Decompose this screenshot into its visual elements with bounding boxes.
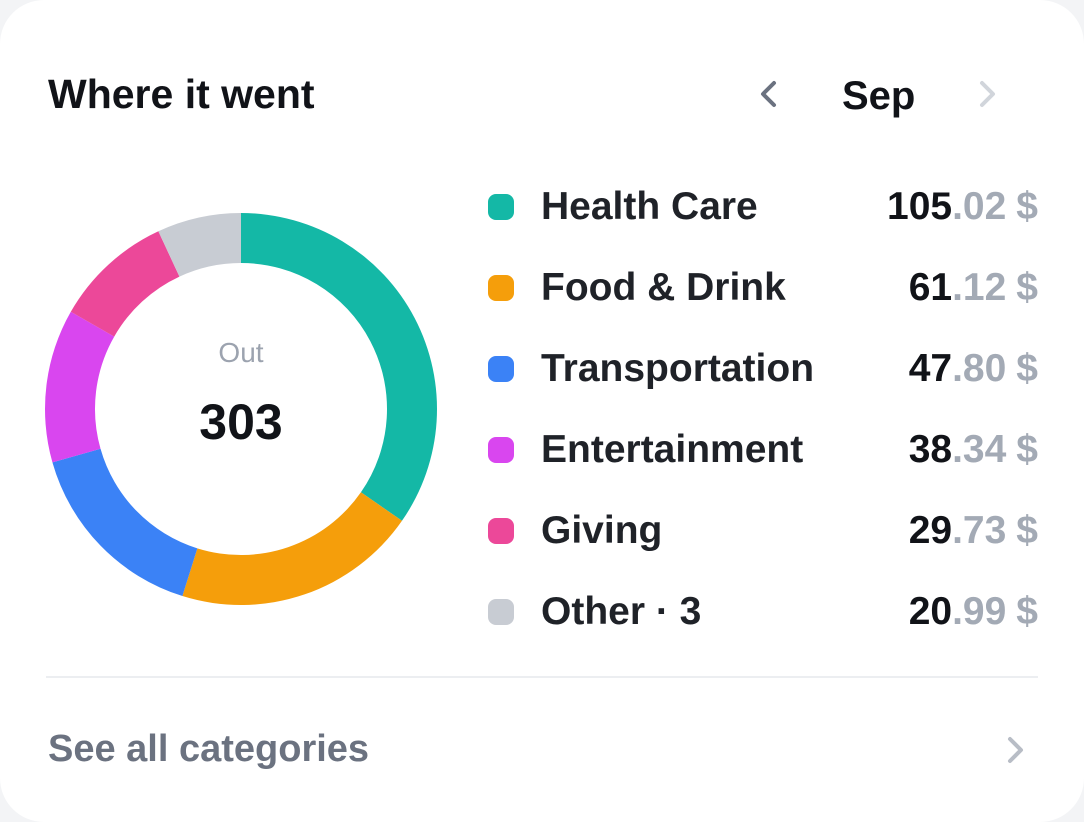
legend-swatch: [488, 437, 514, 463]
category-amount: 29.73 $: [909, 508, 1038, 554]
category-amount: 61.12 $: [909, 265, 1038, 311]
legend-row-food-drink[interactable]: Food & Drink 61.12 $: [486, 247, 1038, 328]
amount-decimal: .12: [952, 266, 1007, 309]
legend-swatch: [488, 275, 514, 301]
amount-integer: 20: [908, 590, 953, 633]
amount-currency: $: [1016, 428, 1038, 471]
chevron-right-icon: [980, 81, 995, 107]
legend-row-giving[interactable]: Giving 29.73 $: [486, 490, 1038, 571]
amount-integer: 38: [908, 428, 953, 471]
amount-integer: 47: [908, 347, 953, 390]
donut-slice-food-drink: [182, 492, 402, 605]
legend-row-health-care[interactable]: Health Care 105.02 $: [486, 166, 1038, 247]
see-all-categories-link[interactable]: See all categories: [46, 690, 1038, 808]
donut-chart: [42, 210, 440, 608]
donut-slice-entertainment: [45, 311, 115, 463]
amount-decimal: .34: [952, 428, 1007, 471]
amount-currency: $: [1016, 266, 1038, 309]
category-name: Giving: [541, 509, 663, 552]
legend-row-entertainment[interactable]: Entertainment 38.34 $: [486, 409, 1038, 490]
category-amount: 20.99 $: [909, 589, 1038, 635]
amount-decimal: .73: [952, 509, 1007, 552]
amount-integer: 61: [908, 266, 953, 309]
divider: [46, 676, 1038, 678]
amount-currency: $: [1016, 347, 1038, 390]
category-amount: 47.80 $: [909, 346, 1038, 392]
amount-decimal: .02: [952, 185, 1007, 228]
next-month-button[interactable]: [968, 74, 1008, 114]
amount-decimal: .99: [952, 590, 1007, 633]
card-title: Where it went: [48, 71, 315, 117]
category-amount: 105.02 $: [887, 184, 1038, 230]
chevron-right-icon: [996, 730, 1036, 770]
category-name: Food & Drink: [541, 266, 786, 309]
donut-center-label: Out: [218, 337, 264, 368]
legend-swatch: [488, 194, 514, 220]
amount-currency: $: [1016, 509, 1038, 552]
category-legend: Health Care 105.02 $ Food & Drink 61.12 $ …: [486, 166, 1038, 652]
month-label: Sep: [842, 74, 916, 118]
see-all-label: See all categories: [48, 728, 370, 770]
legend-swatch: [488, 599, 514, 625]
legend-row-transportation[interactable]: Transportation 47.80 $: [486, 328, 1038, 409]
amount-integer: 105: [887, 185, 953, 228]
amount-integer: 29: [908, 509, 953, 552]
legend-swatch: [488, 518, 514, 544]
category-name: Health Care: [541, 185, 758, 228]
amount-currency: $: [1016, 590, 1038, 633]
category-name: Other · 3: [541, 590, 702, 633]
category-amount: 38.34 $: [909, 427, 1038, 473]
category-name: Transportation: [541, 347, 815, 390]
donut-slice-transportation: [52, 448, 198, 597]
donut-slice-other-3: [158, 213, 241, 277]
donut-slice-giving: [70, 231, 180, 337]
chevron-left-icon: [761, 81, 776, 107]
amount-decimal: .80: [952, 347, 1007, 390]
donut-slice-health-care: [241, 213, 437, 521]
legend-row-other[interactable]: Other · 3 20.99 $: [486, 571, 1038, 652]
previous-month-button[interactable]: [748, 74, 788, 114]
category-name: Entertainment: [541, 428, 804, 471]
legend-swatch: [488, 356, 514, 382]
donut-center-value: 303: [199, 394, 283, 450]
amount-currency: $: [1016, 185, 1038, 228]
